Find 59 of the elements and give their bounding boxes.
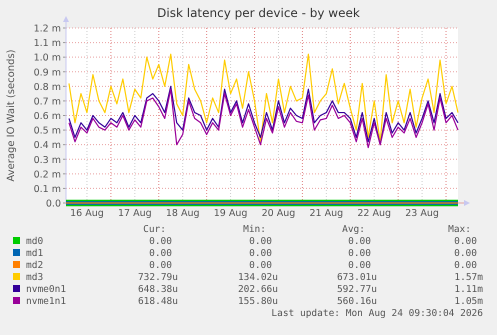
legend-label: nvme1n1 <box>26 296 66 307</box>
y-tick-label: 0.6 m <box>34 111 61 122</box>
y-tick-label: 0.5 m <box>34 126 61 137</box>
y-tick-label: 0.9 m <box>34 67 61 78</box>
text: 0.00 <box>149 236 172 247</box>
x-tick-label: 17 Aug <box>118 208 152 219</box>
text: 1.05m <box>454 296 484 307</box>
text: 0.00 <box>454 236 478 247</box>
text: 0.00 <box>249 248 272 259</box>
y-tick-label: 0.1 m <box>34 184 61 195</box>
y-tick-label: 0.7 m <box>34 96 61 108</box>
y-tick-label: 1.0 m <box>34 52 61 64</box>
text: 0.00 <box>249 236 272 247</box>
text: Avg: <box>342 224 365 235</box>
legend-label: md0 <box>26 236 44 247</box>
x-tick-label: 22 Aug <box>357 208 392 219</box>
text: 0.00 <box>249 260 272 271</box>
x-tick-label: 18 Aug <box>166 208 200 219</box>
legend-label: md2 <box>26 260 44 271</box>
chart-title: Disk latency per device - by week <box>157 6 360 20</box>
text: 0.00 <box>454 260 478 271</box>
x-tick-label: 16 Aug <box>70 208 104 219</box>
text: 732.79u <box>138 272 178 283</box>
x-tick-label: 20 Aug <box>262 208 296 219</box>
text: Last update: Mon Aug 24 09:30:04 2026 <box>271 308 484 319</box>
y-axis-title: Average IO Wait (seconds) <box>6 49 17 182</box>
text: 0.00 <box>348 236 372 247</box>
y-tick-label: 0.8 m <box>34 82 61 93</box>
y-tick-label: 0.0 <box>46 198 61 210</box>
text: 673.01u <box>336 272 377 283</box>
text: Cur: <box>143 224 166 235</box>
text: Max: <box>448 224 471 235</box>
line-series <box>68 54 459 142</box>
text: 134.02u <box>238 272 278 283</box>
text: 0.00 <box>348 260 372 271</box>
text: 1.57m <box>454 272 484 283</box>
text: 560.16u <box>336 296 377 307</box>
x-tick-label: 19 Aug <box>214 208 248 219</box>
text: 155.80u <box>238 296 278 307</box>
y-tick-label: 0.2 m <box>34 169 61 180</box>
text: 0.00 <box>149 248 172 259</box>
text: 0.00 <box>149 260 172 271</box>
legend-label: nvme0n1 <box>26 284 66 295</box>
text: 1.11m <box>454 284 484 295</box>
y-tick-label: 1.2 m <box>34 24 61 34</box>
text: 648.38u <box>138 284 178 295</box>
x-tick-label: 23 Aug <box>405 208 439 219</box>
text: 0.00 <box>348 248 372 259</box>
legend-label: md3 <box>26 272 44 283</box>
y-tick-label: 0.4 m <box>34 140 61 152</box>
text: 618.48u <box>138 296 178 307</box>
y-tick-label: 1.1 m <box>34 38 61 50</box>
text: 592.77u <box>336 284 377 295</box>
x-tick-label: 21 Aug <box>310 208 344 219</box>
y-tick-label: 0.3 m <box>34 154 61 166</box>
legend-label: md1 <box>26 248 44 259</box>
text: 0.00 <box>454 248 478 259</box>
text: Min: <box>243 224 266 235</box>
text: 202.66u <box>238 284 278 295</box>
